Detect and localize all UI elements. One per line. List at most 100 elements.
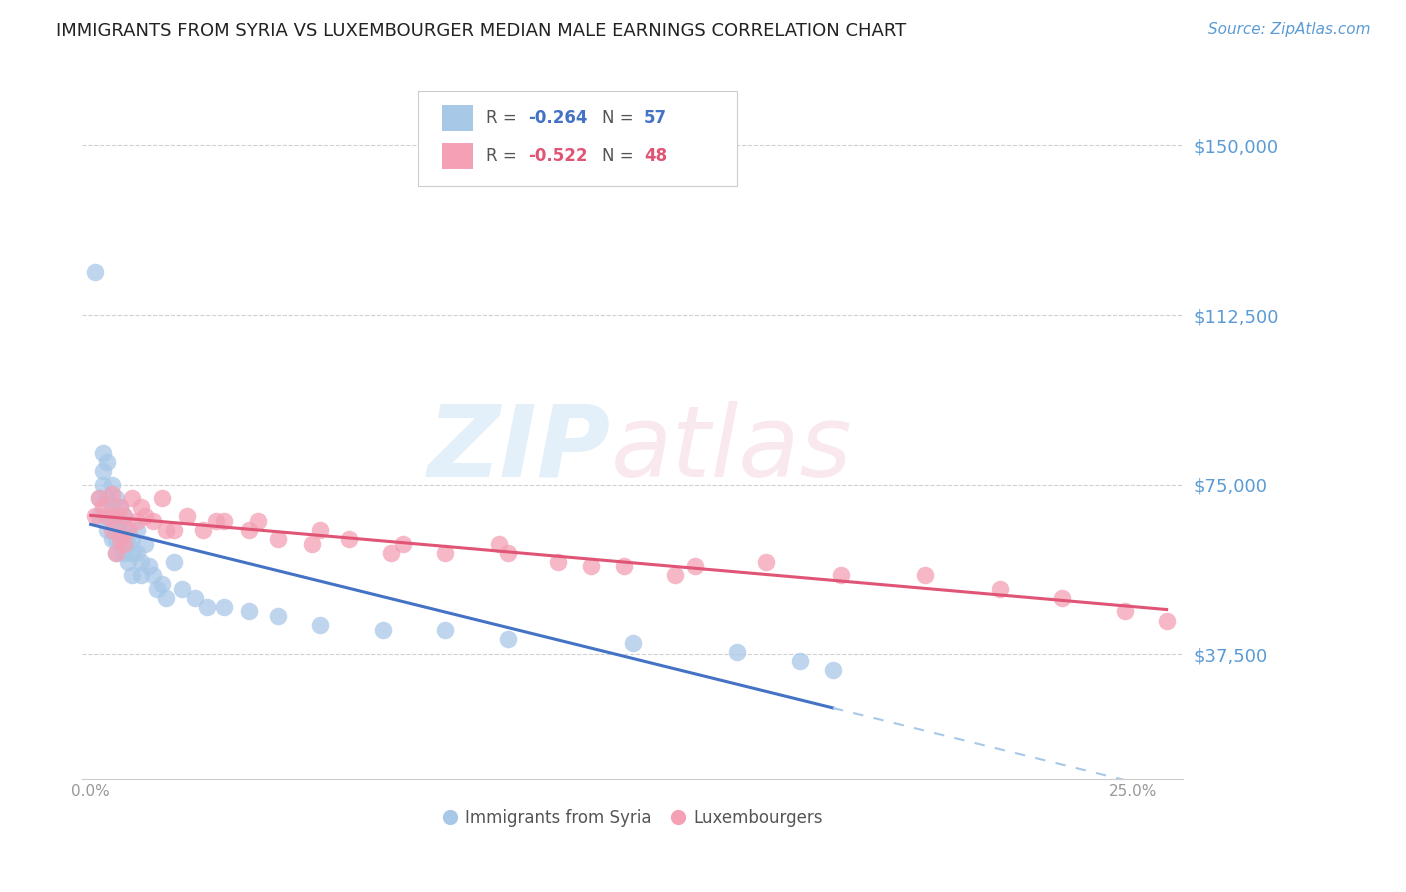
Point: [104, 546, 127, 560]
Point: [821, 663, 844, 677]
Point: [914, 568, 936, 582]
Point: [112, 532, 135, 546]
Legend: Immigrants from Syria, Luxembourgers: Immigrants from Syria, Luxembourgers: [436, 803, 830, 834]
Point: [392, 536, 415, 550]
Text: 57: 57: [644, 109, 666, 128]
Point: [434, 623, 457, 637]
Point: [112, 509, 135, 524]
Point: [238, 605, 260, 619]
Point: [496, 632, 519, 646]
Point: [87, 491, 110, 506]
Point: [134, 536, 156, 550]
Point: [117, 555, 139, 569]
Point: [117, 523, 139, 537]
Point: [337, 532, 360, 546]
Point: [134, 509, 156, 524]
Point: [621, 636, 644, 650]
Point: [789, 654, 811, 668]
Text: 48: 48: [644, 147, 666, 165]
Point: [91, 477, 114, 491]
Point: [108, 532, 131, 546]
Point: [1052, 591, 1074, 605]
Text: R =: R =: [486, 109, 523, 128]
Point: [121, 491, 143, 506]
Point: [579, 559, 602, 574]
Point: [301, 536, 323, 550]
Point: [488, 536, 510, 550]
Point: [755, 555, 778, 569]
Point: [685, 559, 707, 574]
Point: [204, 514, 226, 528]
Point: [163, 523, 186, 537]
Point: [129, 555, 152, 569]
Point: [246, 514, 269, 528]
Point: [125, 523, 148, 537]
Point: [309, 618, 332, 632]
Point: [108, 500, 131, 515]
Text: ZIP: ZIP: [427, 401, 610, 498]
Point: [725, 645, 748, 659]
Point: [138, 559, 160, 574]
Point: [176, 509, 198, 524]
Point: [91, 500, 114, 515]
Point: [380, 546, 402, 560]
Bar: [443, 104, 474, 131]
Point: [125, 546, 148, 560]
Point: [830, 568, 852, 582]
Text: -0.522: -0.522: [529, 147, 588, 165]
Point: [108, 500, 131, 515]
Point: [129, 568, 152, 582]
Point: [267, 532, 290, 546]
Point: [150, 577, 173, 591]
Point: [87, 491, 110, 506]
Point: [100, 523, 122, 537]
Point: [83, 265, 105, 279]
Point: [155, 523, 177, 537]
Point: [96, 523, 118, 537]
Point: [87, 509, 110, 524]
Point: [104, 532, 127, 546]
Point: [155, 591, 177, 605]
Point: [96, 491, 118, 506]
Point: [371, 623, 394, 637]
Point: [267, 609, 290, 624]
Point: [121, 546, 143, 560]
Point: [96, 455, 118, 469]
Point: [100, 532, 122, 546]
Point: [121, 532, 143, 546]
Point: [108, 514, 131, 528]
Text: IMMIGRANTS FROM SYRIA VS LUXEMBOURGER MEDIAN MALE EARNINGS CORRELATION CHART: IMMIGRANTS FROM SYRIA VS LUXEMBOURGER ME…: [56, 22, 907, 40]
Point: [100, 500, 122, 515]
Point: [434, 546, 457, 560]
Point: [104, 523, 127, 537]
Point: [197, 599, 219, 614]
Text: -0.264: -0.264: [529, 109, 588, 128]
Point: [142, 568, 165, 582]
Point: [96, 509, 118, 524]
Text: N =: N =: [602, 147, 638, 165]
Point: [104, 509, 127, 524]
Point: [104, 509, 127, 524]
Point: [129, 500, 152, 515]
Point: [96, 509, 118, 524]
Point: [100, 477, 122, 491]
Point: [193, 523, 215, 537]
Point: [150, 491, 173, 506]
Point: [104, 546, 127, 560]
Point: [83, 509, 105, 524]
Point: [100, 487, 122, 501]
Point: [104, 491, 127, 506]
Point: [112, 509, 135, 524]
Point: [613, 559, 636, 574]
Point: [142, 514, 165, 528]
Point: [108, 536, 131, 550]
Point: [117, 536, 139, 550]
Point: [91, 446, 114, 460]
Point: [1156, 614, 1178, 628]
Point: [91, 464, 114, 478]
Point: [309, 523, 332, 537]
Text: Source: ZipAtlas.com: Source: ZipAtlas.com: [1208, 22, 1371, 37]
Bar: [443, 143, 474, 169]
Point: [117, 523, 139, 537]
Point: [184, 591, 207, 605]
